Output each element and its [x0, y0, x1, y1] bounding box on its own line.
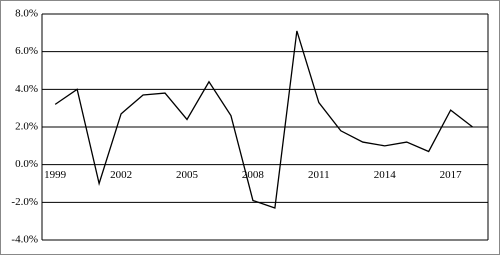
y-tick-label: -4.0% [11, 234, 38, 246]
y-tick-label: 2.0% [15, 121, 38, 133]
y-tick-label: 0.0% [15, 158, 38, 170]
x-tick-label: 2005 [176, 169, 199, 181]
x-tick-label: 2011 [308, 169, 330, 181]
x-tick-label: 2002 [110, 169, 132, 181]
y-tick-label: 4.0% [15, 83, 38, 95]
x-tick-label: 2017 [440, 169, 463, 181]
x-tick-label: 1999 [44, 169, 67, 181]
y-tick-label: 8.0% [15, 8, 38, 20]
data-line [54, 30, 474, 209]
x-tick-label: 2014 [374, 169, 397, 181]
y-tick-label: 6.0% [15, 45, 38, 57]
y-tick-label: -2.0% [11, 196, 38, 208]
